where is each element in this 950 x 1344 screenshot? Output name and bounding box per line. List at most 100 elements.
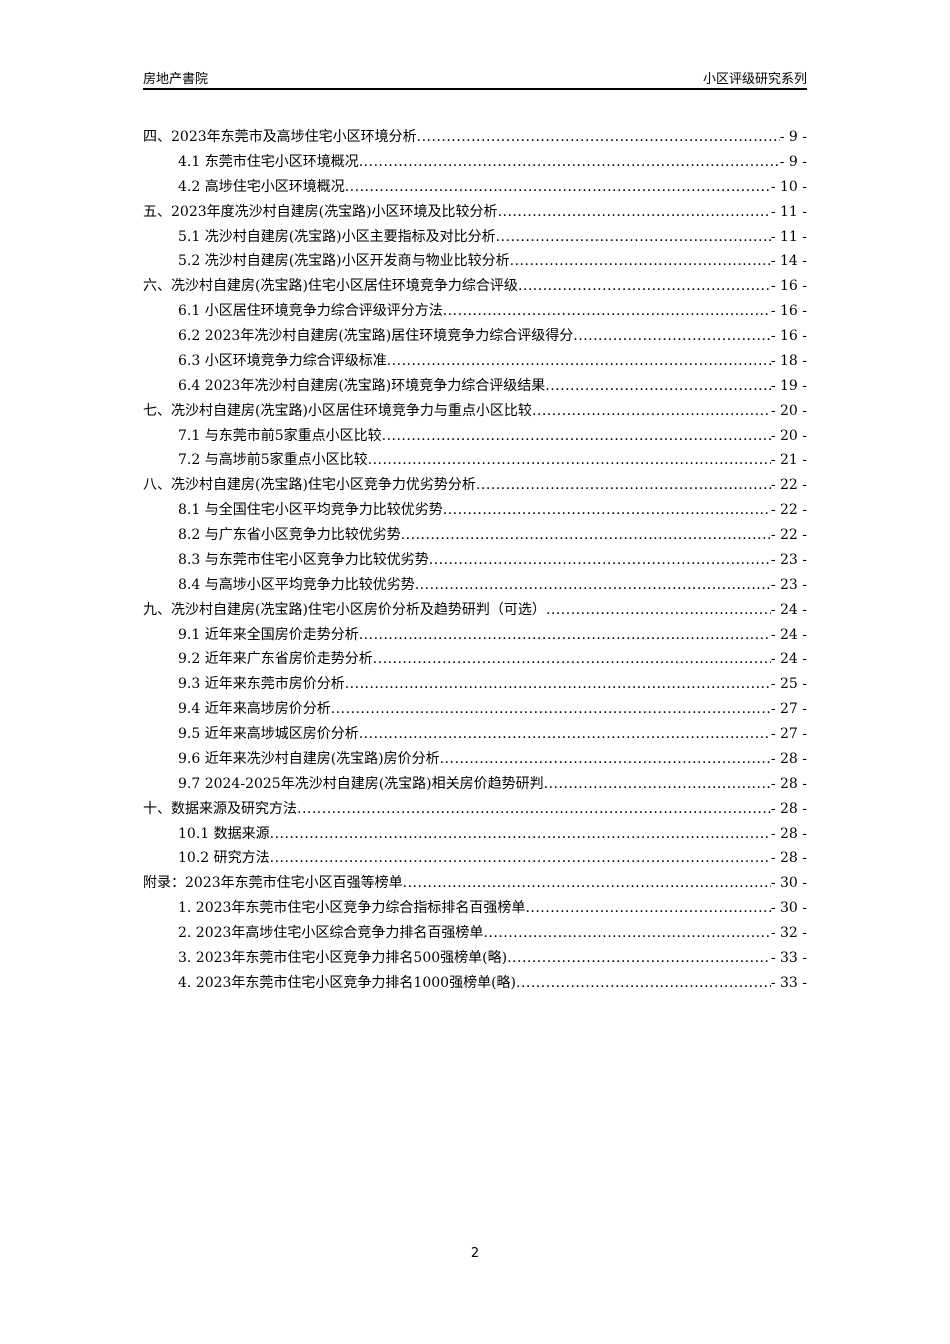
dot-leader — [403, 873, 771, 898]
toc-entry[interactable]: 四、2023年东莞市及高埗住宅小区环境分析 - 9 - — [143, 127, 807, 152]
toc-entry-page: - 20 - — [770, 427, 807, 444]
toc-entry[interactable]: 5.1 冼沙村自建房(冼宝路)小区主要指标及对比分析 - 11 - — [143, 227, 807, 252]
toc-entry-title: 四、2023年东莞市及高埗住宅小区环境分析 — [143, 129, 417, 145]
toc-entry[interactable]: 6.3 小区环境竞争力综合评级标准 - 18 - — [143, 351, 807, 376]
toc-entry-page: - 16 - — [770, 303, 807, 320]
toc-entry-title: 5.1 冼沙村自建房(冼宝路)小区主要指标及对比分析 — [178, 228, 496, 245]
toc-entry-title: 4.2 高埗住宅小区环境概况 — [178, 178, 345, 195]
dot-leader — [345, 177, 771, 202]
toc-entry[interactable]: 8.1 与全国住宅小区平均竞争力比较优劣势 - 22 - — [143, 500, 807, 525]
toc-entry[interactable]: 6.4 2023年冼沙村自建房(冼宝路)环境竞争力综合评级结果 - 19 - — [143, 376, 807, 401]
toc-entry[interactable]: 9.5 近年来高埗城区房价分析 - 27 - — [143, 724, 807, 749]
dot-leader — [573, 326, 771, 351]
toc-entry-title: 8.2 与广东省小区竞争力比较优劣势 — [178, 527, 401, 543]
toc-entry[interactable]: 8.3 与东莞市住宅小区竞争力比较优劣势 - 23 - — [143, 550, 807, 575]
toc-entry-page: - 10 - — [770, 178, 807, 195]
toc-entry[interactable]: 7.2 与高埗前5家重点小区比较 - 21 - — [143, 450, 807, 475]
toc-entry-page: - 9 - — [779, 129, 807, 145]
toc-entry-title: 10.1 数据来源 — [178, 825, 270, 842]
toc-entry[interactable]: 2. 2023年高埗住宅小区综合竞争力排名百强榜单 - 32 - — [143, 923, 807, 948]
dot-leader — [359, 724, 771, 749]
dot-leader — [401, 525, 771, 550]
toc-entry[interactable]: 9.1 近年来全国房价走势分析 - 24 - — [143, 625, 807, 650]
toc-entry[interactable]: 附录：2023年东莞市住宅小区百强等榜单 - 30 - — [143, 873, 807, 898]
toc-entry[interactable]: 七、冼沙村自建房(冼宝路)小区居住环境竞争力与重点小区比较 - 20 - — [143, 401, 807, 426]
toc-entry[interactable]: 9.6 近年来冼沙村自建房(冼宝路)房价分析 - 28 - — [143, 749, 807, 774]
toc-entry-page: - 28 - — [770, 825, 807, 842]
dot-leader — [382, 426, 771, 451]
toc-entry-page: - 25 - — [770, 676, 807, 693]
toc-entry[interactable]: 8.2 与广东省小区竞争力比较优劣势 - 22 - — [143, 525, 807, 550]
toc-entry-title: 6.1 小区居住环境竞争力综合评级评分方法 — [178, 303, 443, 320]
dot-leader — [417, 127, 780, 152]
toc-entry-page: - 23 - — [770, 551, 807, 568]
toc-entry-title: 十、数据来源及研究方法 — [143, 800, 297, 817]
toc-entry[interactable]: 5.2 冼沙村自建房(冼宝路)小区开发商与物业比较分析 - 14 - — [143, 251, 807, 276]
toc-entry-page: - 32 - — [770, 925, 807, 941]
toc-entry[interactable]: 8.4 与高埗小区平均竞争力比较优劣势 - 23 - — [143, 575, 807, 600]
toc-entry[interactable]: 10.1 数据来源 - 28 - — [143, 824, 807, 849]
dot-leader — [516, 973, 771, 998]
dot-leader — [498, 202, 771, 227]
toc-entry-title: 9.7 2024-2025年冼沙村自建房(冼宝路)相关房价趋势研判 — [178, 775, 544, 792]
toc-entry-page: - 22 - — [770, 477, 807, 494]
dot-leader — [545, 376, 771, 401]
toc-entry-page: - 33 - — [770, 949, 807, 966]
toc-entry-page: - 11 - — [770, 228, 807, 245]
toc-entry-page: - 20 - — [770, 402, 807, 419]
toc-entry[interactable]: 五、2023年度冼沙村自建房(冼宝路)小区环境及比较分析 - 11 - — [143, 202, 807, 227]
toc-entry-title: 9.4 近年来高埗房价分析 — [178, 701, 331, 718]
toc-entry[interactable]: 9.7 2024-2025年冼沙村自建房(冼宝路)相关房价趋势研判 - 28 - — [143, 774, 807, 799]
toc-entry-page: - 28 - — [770, 775, 807, 792]
toc-entry[interactable]: 1. 2023年东莞市住宅小区竞争力综合指标排名百强榜单 - 30 - — [143, 898, 807, 923]
toc-entry-page: - 14 - — [770, 253, 807, 270]
toc-entry[interactable]: 4.2 高埗住宅小区环境概况 - 10 - — [143, 177, 807, 202]
dot-leader — [496, 227, 771, 252]
toc-entry-page: - 16 - — [770, 328, 807, 344]
dot-leader — [270, 824, 771, 849]
dot-leader — [546, 600, 771, 625]
dot-leader — [483, 923, 770, 948]
toc-entry[interactable]: 4.1 东莞市住宅小区环境概况 - 9 - — [143, 152, 807, 177]
toc-entry-title: 八、冼沙村自建房(冼宝路)住宅小区竞争力优劣势分析 — [143, 477, 476, 494]
dot-leader — [331, 699, 771, 724]
toc-entry[interactable]: 9.4 近年来高埗房价分析 - 27 - — [143, 699, 807, 724]
dot-leader — [415, 575, 771, 600]
toc-entry-title: 2. 2023年高埗住宅小区综合竞争力排名百强榜单 — [178, 925, 484, 941]
toc-entry-title: 3. 2023年东莞市住宅小区竞争力排名500强榜单(略) — [178, 949, 508, 966]
toc-entry-page: - 33 - — [770, 974, 807, 991]
toc-entry[interactable]: 10.2 研究方法 - 28 - — [143, 848, 807, 873]
toc-entry[interactable]: 六、冼沙村自建房(冼宝路)住宅小区居住环境竞争力综合评级 - 16 - — [143, 276, 807, 301]
toc-entry[interactable]: 3. 2023年东莞市住宅小区竞争力排名500强榜单(略) - 33 - — [143, 948, 807, 973]
toc-entry-page: - 16 - — [770, 278, 807, 295]
toc-entry-page: - 19 - — [770, 377, 807, 394]
toc-entry-page: - 23 - — [770, 576, 807, 593]
toc-entry-title: 五、2023年度冼沙村自建房(冼宝路)小区环境及比较分析 — [143, 203, 498, 220]
dot-leader — [544, 774, 771, 799]
toc-entry-page: - 27 - — [770, 726, 807, 742]
toc-entry[interactable]: 八、冼沙村自建房(冼宝路)住宅小区竞争力优劣势分析 - 22 - — [143, 475, 807, 500]
toc-entry[interactable]: 9.3 近年来东莞市房价分析 - 25 - — [143, 674, 807, 699]
toc-entry[interactable]: 6.2 2023年冼沙村自建房(冼宝路)居住环境竞争力综合评级得分 - 16 - — [143, 326, 807, 351]
toc-entry[interactable]: 九、冼沙村自建房(冼宝路)住宅小区房价分析及趋势研判（可选） - 24 - — [143, 600, 807, 625]
toc-entry[interactable]: 4. 2023年东莞市住宅小区竞争力排名1000强榜单(略) - 33 - — [143, 973, 807, 998]
toc-entry[interactable]: 9.2 近年来广东省房价走势分析 - 24 - — [143, 649, 807, 674]
toc-entry-title: 9.2 近年来广东省房价走势分析 — [178, 651, 373, 668]
toc-entry[interactable]: 6.1 小区居住环境竞争力综合评级评分方法 - 16 - — [143, 301, 807, 326]
toc-entry-title: 10.2 研究方法 — [178, 850, 270, 867]
toc-entry-title: 1. 2023年东莞市住宅小区竞争力综合指标排名百强榜单 — [178, 900, 526, 917]
dot-leader — [443, 500, 771, 525]
toc-entry[interactable]: 7.1 与东莞市前5家重点小区比较 - 20 - — [143, 426, 807, 451]
header-right: 小区评级研究系列 — [702, 72, 807, 87]
dot-leader — [440, 749, 771, 774]
toc-entry-title: 4. 2023年东莞市住宅小区竞争力排名1000强榜单(略) — [178, 974, 516, 991]
toc-entry-title: 4.1 东莞市住宅小区环境概况 — [178, 153, 359, 170]
toc-entry-title: 六、冼沙村自建房(冼宝路)住宅小区居住环境竞争力综合评级 — [143, 278, 518, 295]
toc-entry-page: - 18 - — [770, 352, 807, 369]
toc-entry-title: 8.1 与全国住宅小区平均竞争力比较优劣势 — [178, 502, 443, 519]
toc-entry[interactable]: 十、数据来源及研究方法 - 28 - — [143, 799, 807, 824]
header-divider — [143, 88, 807, 90]
dot-leader — [532, 401, 771, 426]
toc-entry-title: 附录：2023年东莞市住宅小区百强等榜单 — [143, 875, 403, 892]
dot-leader — [373, 649, 771, 674]
